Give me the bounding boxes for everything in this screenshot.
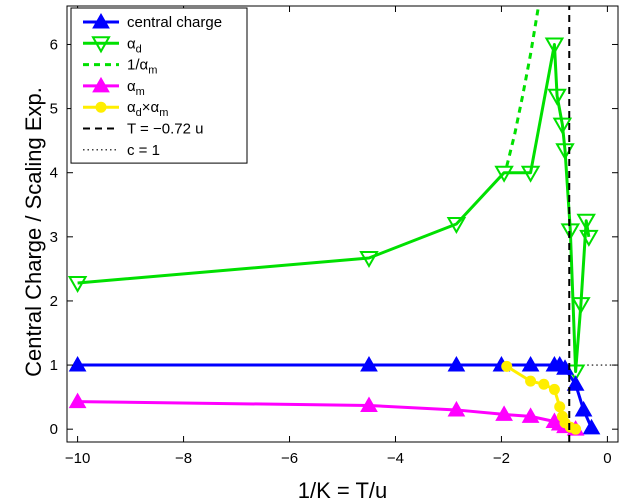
data-point: [91, 36, 111, 54]
data-point: [520, 165, 541, 183]
x-tick-label: −2: [493, 450, 510, 467]
x-tick-label: −8: [175, 450, 192, 467]
legend-item-alpha_dm: αd×αm: [83, 99, 168, 119]
x-axis-label: 1/K = T/u: [298, 478, 387, 503]
data-point: [548, 383, 560, 395]
y-axis-label: Central Charge / Scaling Exp.: [21, 87, 46, 377]
data-point: [560, 223, 581, 241]
series-central: [68, 356, 601, 435]
data-point: [68, 392, 87, 409]
data-point: [521, 407, 540, 423]
data-point: [501, 360, 513, 372]
legend-label: c = 1: [127, 142, 160, 159]
data-point: [494, 165, 514, 183]
x-tick-label: −6: [281, 450, 298, 467]
data-point: [447, 400, 466, 417]
data-point: [574, 400, 593, 417]
y-tick-label: 3: [50, 229, 58, 246]
series-inv_alpha_m: [505, 6, 541, 167]
legend-label: central charge: [127, 14, 222, 31]
legend-item-t_line: T = −0.72 u: [83, 121, 203, 138]
data-point: [544, 37, 565, 55]
data-point: [68, 356, 87, 372]
y-tick-label: 1: [50, 357, 58, 374]
y-tick-label: 0: [50, 421, 58, 438]
y-tick-label: 6: [50, 36, 58, 53]
data-point: [525, 375, 537, 387]
legend-item-alpha_m: αm: [83, 76, 145, 98]
legend-item-central: central charge: [83, 12, 222, 31]
legend-label: αd×αm: [127, 99, 168, 119]
legend-item-alpha_d: αd: [83, 35, 142, 55]
x-tick-label: −4: [387, 450, 404, 467]
data-point: [359, 250, 379, 268]
data-point: [571, 297, 591, 315]
data-point: [576, 213, 596, 231]
data-point: [538, 378, 550, 390]
legend-label: T = −0.72 u: [127, 121, 203, 138]
y-tick-label: 5: [50, 101, 58, 118]
legend-item-c_line: c = 1: [83, 142, 160, 159]
legend-label: αd: [127, 35, 142, 55]
legend-item-inv_alpha_m: 1/αm: [83, 57, 157, 77]
series-line: [77, 363, 593, 429]
data-point: [447, 356, 466, 372]
data-point: [360, 396, 378, 412]
tick-layer: −10 −8 −6 −4 −2 0 0 1 2 3 4 5 6: [50, 6, 618, 467]
series-layer: [67, 6, 618, 442]
data-point: [554, 401, 566, 413]
data-point: [92, 12, 110, 29]
data-point: [495, 405, 513, 421]
data-point: [552, 117, 573, 135]
series-alpha_m: [68, 392, 585, 436]
data-point: [582, 418, 601, 435]
data-point: [446, 217, 467, 235]
data-point: [566, 375, 585, 391]
x-tick-label: −10: [65, 450, 90, 467]
legend-label: 1/αm: [127, 57, 157, 77]
series-line: [77, 42, 591, 373]
data-point: [360, 356, 378, 372]
data-point: [547, 88, 567, 106]
y-tick-label: 4: [50, 165, 58, 182]
data-point: [579, 229, 599, 247]
data-point: [521, 356, 540, 372]
y-tick-label: 2: [50, 293, 58, 310]
data-point: [92, 76, 110, 93]
data-point: [95, 101, 107, 113]
x-tick-label: 0: [603, 450, 611, 467]
legend-label: αm: [127, 78, 145, 98]
plot-area: [66, 5, 619, 443]
data-point: [570, 423, 582, 435]
series-line: [505, 6, 541, 167]
data-point: [67, 275, 88, 294]
